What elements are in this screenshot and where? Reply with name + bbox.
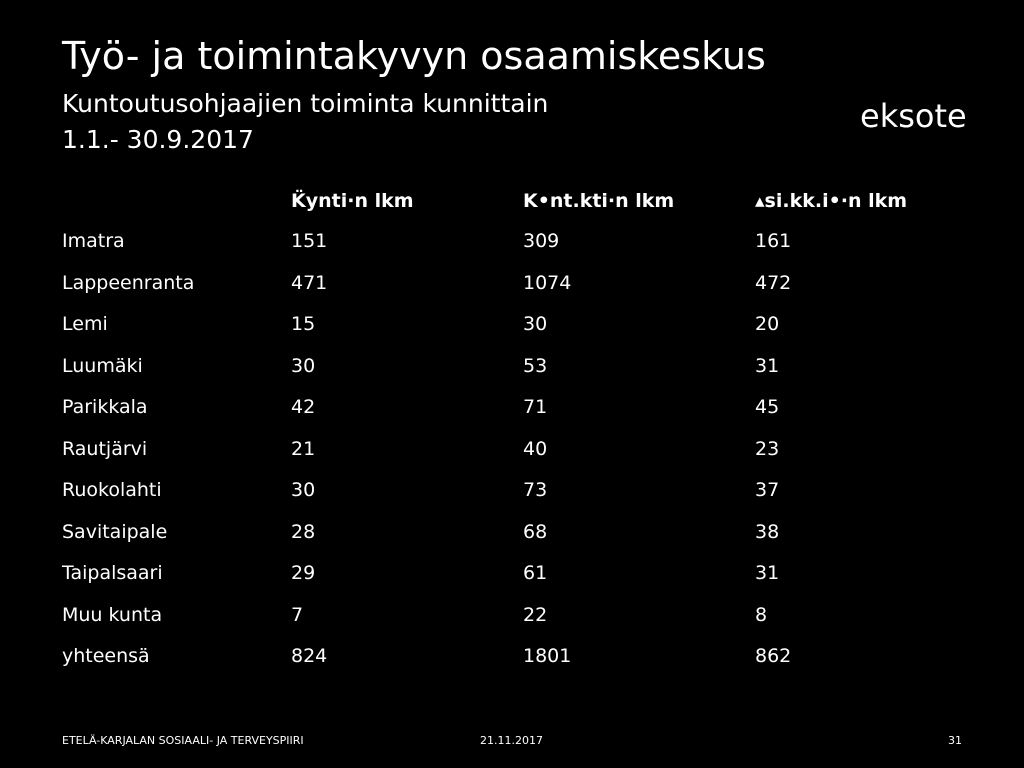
- municipality-cell: yhteensä: [62, 645, 150, 667]
- visits-cell: 7: [291, 603, 304, 626]
- subtitle-line-1: Kuntoutusohjaajien toiminta kunnittain: [62, 89, 549, 118]
- table-row: Luumäki 30 53 31: [62, 348, 962, 390]
- visits-cell: 28: [291, 520, 316, 543]
- table-row-total: yhteensä 824 1801 862: [62, 638, 962, 680]
- table-row: Taipalsaari 29 61 31: [62, 555, 962, 597]
- clients-cell: 8: [755, 603, 768, 626]
- footer-page-number: 31: [948, 734, 962, 747]
- contacts-cell: 1074: [523, 271, 572, 294]
- contacts-cell: 30: [523, 313, 548, 335]
- visits-cell: 15: [291, 313, 316, 335]
- header-cell-clients: ▴si.kk.i•∙n lkm: [755, 190, 908, 212]
- municipality-cell: Ruokolahti: [62, 479, 162, 501]
- clients-cell: 23: [755, 437, 780, 460]
- municipality-cell: Taipalsaari: [62, 562, 163, 584]
- clients-cell: 161: [755, 230, 792, 252]
- table-row: Lappeenranta 471 1074 472: [62, 265, 962, 307]
- data-table: K̈ynti∙n lkm K•nt.kti∙n lkm ▴si.kk.i•∙n …: [62, 183, 962, 680]
- contacts-cell: 53: [523, 354, 548, 377]
- contacts-cell: 40: [523, 437, 548, 460]
- clients-cell: 38: [755, 520, 780, 543]
- slide-title: Työ- ja toimintakyvyn osaamiskeskus: [62, 34, 766, 78]
- municipality-cell: Lappeenranta: [62, 271, 195, 294]
- visits-cell: 30: [291, 354, 316, 377]
- table-row: Rautjärvi 21 40 23: [62, 431, 962, 473]
- table-row: Parikkala 42 71 45: [62, 389, 962, 431]
- visits-cell: 42: [291, 396, 316, 418]
- clients-cell: 37: [755, 479, 780, 501]
- visits-cell: 151: [291, 230, 328, 252]
- table-row: Imatra 151 309 161: [62, 223, 962, 265]
- visits-cell: 824: [291, 645, 328, 667]
- clients-cell: 862: [755, 645, 792, 667]
- footer-date: 21.11.2017: [480, 734, 543, 747]
- slide-subtitle: Kuntoutusohjaajien toiminta kunnittain 1…: [62, 86, 548, 158]
- contacts-cell: 68: [523, 520, 548, 543]
- visits-cell: 471: [291, 271, 328, 294]
- contacts-cell: 1801: [523, 645, 572, 667]
- header-cell-visits: K̈ynti∙n lkm: [291, 190, 414, 212]
- table-header-row: K̈ynti∙n lkm K•nt.kti∙n lkm ▴si.kk.i•∙n …: [62, 183, 962, 223]
- contacts-cell: 309: [523, 230, 560, 252]
- visits-cell: 21: [291, 437, 316, 460]
- footer-organization: ETELÄ-KARJALAN SOSIAALI- JA TERVEYSPIIRI: [62, 734, 304, 747]
- table-row: Savitaipale 28 68 38: [62, 514, 962, 556]
- eksote-logo: eksote: [860, 97, 967, 135]
- contacts-cell: 61: [523, 562, 548, 584]
- header-cell-contacts: K•nt.kti∙n lkm: [523, 190, 675, 212]
- subtitle-line-2: 1.1.- 30.9.2017: [62, 125, 254, 154]
- municipality-cell: Muu kunta: [62, 603, 163, 626]
- contacts-cell: 71: [523, 396, 548, 418]
- contacts-cell: 22: [523, 603, 548, 626]
- visits-cell: 29: [291, 562, 316, 584]
- municipality-cell: Parikkala: [62, 396, 148, 418]
- clients-cell: 20: [755, 313, 780, 335]
- municipality-cell: Savitaipale: [62, 520, 168, 543]
- table-row: Lemi 15 30 20: [62, 306, 962, 348]
- clients-cell: 45: [755, 396, 780, 418]
- municipality-cell: Imatra: [62, 230, 125, 252]
- visits-cell: 30: [291, 479, 316, 501]
- municipality-cell: Rautjärvi: [62, 437, 148, 460]
- table-row: Muu kunta 7 22 8: [62, 597, 962, 639]
- clients-cell: 31: [755, 354, 780, 377]
- clients-cell: 31: [755, 562, 780, 584]
- contacts-cell: 73: [523, 479, 548, 501]
- municipality-cell: Lemi: [62, 313, 108, 335]
- municipality-cell: Luumäki: [62, 354, 143, 377]
- clients-cell: 472: [755, 271, 792, 294]
- table-row: Ruokolahti 30 73 37: [62, 472, 962, 514]
